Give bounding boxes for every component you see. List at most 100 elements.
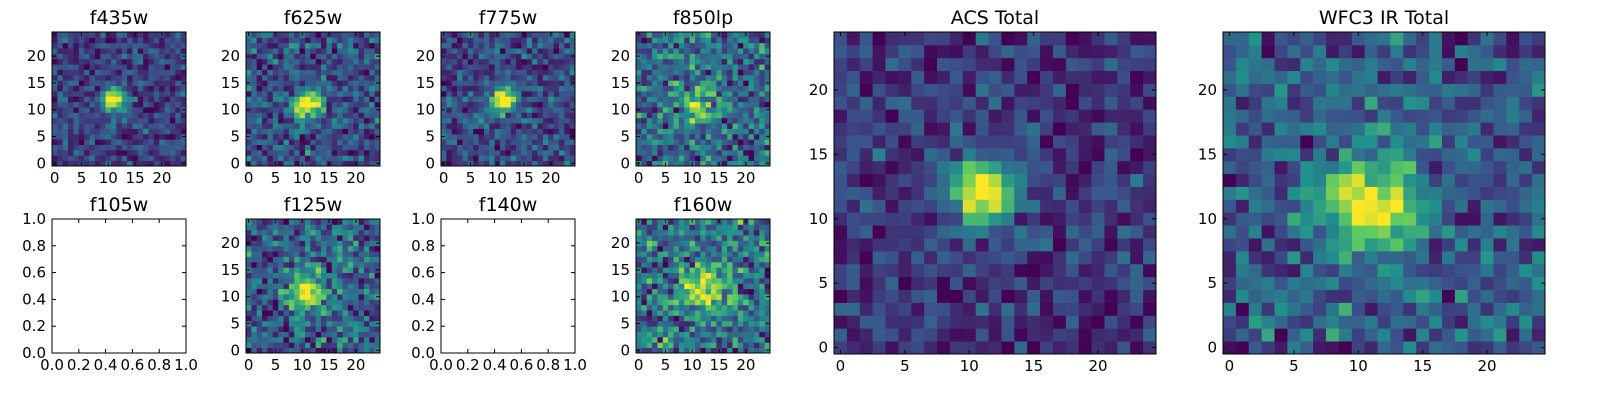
heatmap-cell [462,69,469,76]
heatmap-cell [283,347,290,354]
heatmap-cell [299,90,306,97]
y-tick-label: 10 [221,101,240,119]
heatmap-cell [132,133,139,140]
heatmap-cell [62,80,69,86]
heatmap-cell [1143,212,1157,226]
heatmap-cell [532,74,538,81]
heatmap-cell [521,123,528,129]
heatmap-cell [73,32,80,38]
heatmap-cell [727,133,733,140]
heatmap-cell [1065,238,1080,252]
heatmap-cell [127,37,133,44]
heatmap-cell [143,48,149,54]
heatmap-cell [175,42,182,49]
heatmap-cell [668,229,674,236]
heatmap-cell [321,37,327,44]
heatmap-cell [641,58,648,65]
heatmap-cell [1493,328,1507,342]
heatmap-cell [678,53,685,60]
heatmap-cell [949,276,964,290]
heatmap-cell [962,225,977,239]
heatmap-cell [668,320,674,327]
heatmap-cell [846,186,861,200]
heatmap-cell [321,139,327,145]
heatmap-cell [937,212,951,226]
heatmap-cell [737,294,744,300]
heatmap-cell [1416,341,1430,355]
heatmap-cell [499,128,506,135]
heatmap-cell [326,326,333,332]
heatmap-cell [262,37,268,44]
heatmap-cell [326,315,333,322]
heatmap-cell [705,299,712,306]
heatmap-cell [353,272,359,279]
heatmap-cell [684,256,690,263]
heatmap-cell [256,288,263,295]
heatmap-cell [310,267,317,273]
heatmap-cell [641,112,648,119]
heatmap-cell [278,347,284,354]
heatmap-cell [564,80,571,86]
heatmap-cell [489,144,495,151]
heatmap-cell [975,199,989,213]
heatmap-cell [1143,160,1157,175]
heatmap-cell [662,240,669,247]
heatmap-cell [988,173,1002,187]
heatmap-cell [705,37,712,44]
heatmap-cell [834,57,848,72]
heatmap-cell [363,123,370,129]
heatmap-cell [732,294,739,300]
heatmap-cell [689,336,696,343]
heatmap-cell [684,267,690,273]
heatmap-cell [294,283,300,290]
heatmap-cell [353,58,359,65]
heatmap-cell [148,123,155,129]
y-tick-label: 20 [221,47,240,65]
heatmap-cell [1130,199,1144,213]
heatmap-cell [1235,302,1250,316]
heatmap-cell [646,261,653,268]
heatmap-cell [846,276,861,290]
heatmap-cell [859,96,874,110]
heatmap-cell [668,42,674,49]
heatmap-cell [646,48,653,54]
heatmap-cell [121,101,128,108]
heatmap-cell [283,53,290,60]
heatmap-cell [251,133,258,140]
heatmap-cell [748,133,755,140]
heatmap-cell [1040,212,1054,226]
heatmap-cell [748,347,755,354]
heatmap-cell [1274,263,1288,278]
heatmap-cell [288,224,295,231]
heatmap-cell [143,90,149,97]
heatmap-cell [532,48,538,54]
heatmap-cell [315,304,322,311]
heatmap-cell [1104,315,1118,329]
heatmap-cell [657,64,664,70]
heatmap-cell [331,219,338,225]
heatmap-cell [288,48,295,54]
heatmap-cell [451,107,458,113]
heatmap-cell [564,85,571,92]
heatmap-cell [148,64,155,70]
heatmap-cell [153,32,160,38]
heatmap-cell [1001,83,1015,97]
x-tick-label: 15 [320,356,339,374]
heatmap-cell [1326,276,1340,290]
axes-frame [635,31,771,167]
heatmap-cell [1065,70,1080,84]
heatmap-cell [1117,32,1131,46]
heatmap-cell [310,245,317,252]
heatmap-cell [641,229,648,236]
heatmap-cell [68,58,74,65]
heatmap-cell [764,331,771,338]
heatmap-cell [337,42,343,49]
heatmap-cell [641,272,648,279]
heatmap-cell [662,149,669,156]
heatmap-cell [1027,263,1041,278]
heatmap-cell [288,256,295,263]
heatmap-cell [246,123,252,129]
panel-title: f625w [284,7,343,29]
heatmap-cell [748,101,755,108]
heatmap-cell [310,112,317,119]
